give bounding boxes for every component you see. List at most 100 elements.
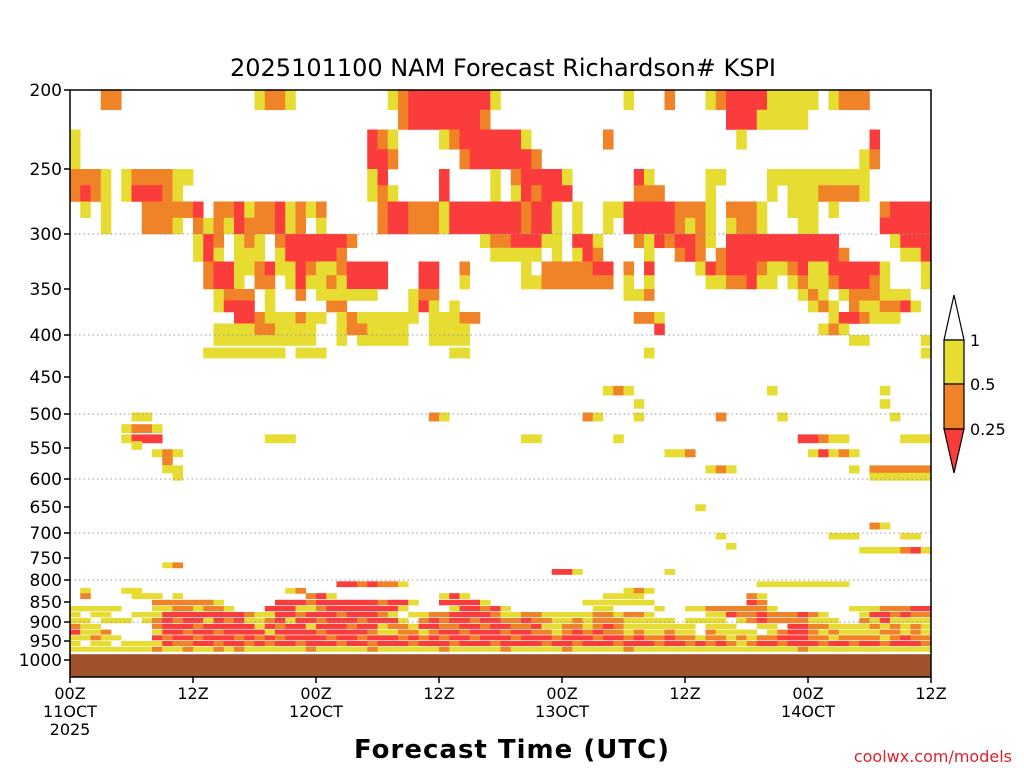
heatmap-cell [439, 612, 450, 618]
heatmap-cell [264, 275, 276, 290]
heatmap-cell [490, 149, 501, 170]
heatmap-cell [572, 247, 583, 262]
heatmap-cell [838, 275, 850, 290]
heatmap-cell [510, 646, 522, 652]
heatmap-cell [398, 629, 409, 635]
heatmap-cell [787, 612, 799, 618]
heatmap-cell [234, 323, 245, 336]
heatmap-cell [100, 169, 112, 186]
heatmap-cell [346, 275, 358, 290]
heatmap-cell [213, 599, 225, 606]
heatmap-cell [367, 261, 378, 276]
heatmap-cell [244, 335, 255, 346]
heatmap-cell [531, 275, 542, 290]
heatmap-cell [521, 635, 532, 641]
heatmap-cell [285, 234, 296, 249]
heatmap-cell [295, 629, 307, 635]
heatmap-cell [890, 234, 901, 249]
heatmap-cell [500, 201, 512, 219]
heatmap-cell [367, 599, 378, 606]
heatmap-cell [408, 289, 419, 301]
heatmap-cell [828, 533, 840, 540]
site-credit: coolwx.com/models [854, 747, 1012, 766]
heatmap-cell [797, 247, 809, 262]
heatmap-cell [346, 234, 358, 249]
y-tick-label: 600 [30, 470, 62, 490]
heatmap-cell [920, 434, 932, 444]
heatmap-cell [767, 618, 778, 624]
heatmap-cell [316, 217, 327, 235]
heatmap-cell [644, 289, 655, 301]
heatmap-cell [254, 347, 266, 359]
heatmap-cell [869, 618, 881, 624]
heatmap-cell [100, 646, 112, 652]
heatmap-cell [377, 646, 389, 652]
heatmap-cell [439, 623, 450, 629]
heatmap-cell [449, 599, 460, 606]
heatmap-cell [859, 149, 870, 170]
heatmap-cell [664, 623, 676, 629]
heatmap-cell [90, 641, 102, 647]
heatmap-cell [890, 289, 901, 301]
heatmap-cell [736, 109, 747, 130]
heatmap-cell [418, 629, 430, 635]
heatmap-cell [787, 581, 799, 588]
heatmap-cell [838, 629, 850, 635]
heatmap-cell [326, 641, 337, 647]
heatmap-cell [685, 217, 696, 235]
heatmap-cell [541, 217, 553, 235]
heatmap-cell [521, 612, 532, 618]
heatmap-cell [746, 217, 758, 235]
heatmap-cell [705, 275, 717, 290]
heatmap-cell [562, 635, 573, 641]
heatmap-cell [859, 335, 870, 346]
heatmap-cell [418, 217, 430, 235]
heatmap-cell [203, 646, 214, 652]
heatmap-cell [808, 275, 819, 290]
heatmap-cell [305, 618, 317, 624]
heatmap-cell [367, 185, 378, 202]
heatmap-cell [387, 335, 399, 346]
heatmap-cell [80, 587, 91, 594]
heatmap-cell [613, 618, 624, 624]
heatmap-cell [715, 618, 727, 624]
heatmap-cell [869, 547, 881, 554]
heatmap-cell [541, 612, 553, 618]
heatmap-cell [316, 234, 327, 249]
heatmap-cell [510, 185, 522, 202]
heatmap-cell [849, 533, 860, 540]
heatmap-cell [818, 247, 829, 262]
heatmap-cell [408, 635, 419, 641]
heatmap-cell [787, 635, 799, 641]
heatmap-cell [818, 434, 829, 444]
heatmap-cell [182, 606, 194, 612]
heatmap-cell [828, 629, 840, 635]
heatmap-cell [695, 504, 706, 512]
heatmap-cell [756, 618, 768, 624]
heatmap-cell [756, 581, 768, 588]
heatmap-cell [705, 185, 717, 202]
heatmap-cell [418, 300, 430, 313]
heatmap-cell [439, 618, 450, 624]
heatmap-cell [828, 618, 840, 624]
heatmap-cell [849, 623, 860, 629]
heatmap-cell [398, 323, 409, 336]
heatmap-cell [428, 312, 440, 324]
heatmap-cell [459, 623, 471, 629]
heatmap-cell [767, 169, 778, 186]
heatmap-cell [900, 201, 911, 219]
heatmap-cell [674, 641, 686, 647]
heatmap-cell [408, 300, 419, 313]
heatmap-cell [869, 629, 881, 635]
heatmap-cell [203, 275, 214, 290]
heatmap-cell [387, 599, 399, 606]
heatmap-cell [623, 201, 635, 219]
heatmap-cell [141, 217, 153, 235]
heatmap-cell [234, 312, 245, 324]
heatmap-cell [746, 247, 758, 262]
y-tick-label: 900 [30, 613, 62, 633]
heatmap-cell [172, 606, 184, 612]
heatmap-cell [428, 109, 440, 130]
heatmap-cell [172, 185, 184, 202]
heatmap-cell [531, 217, 542, 235]
